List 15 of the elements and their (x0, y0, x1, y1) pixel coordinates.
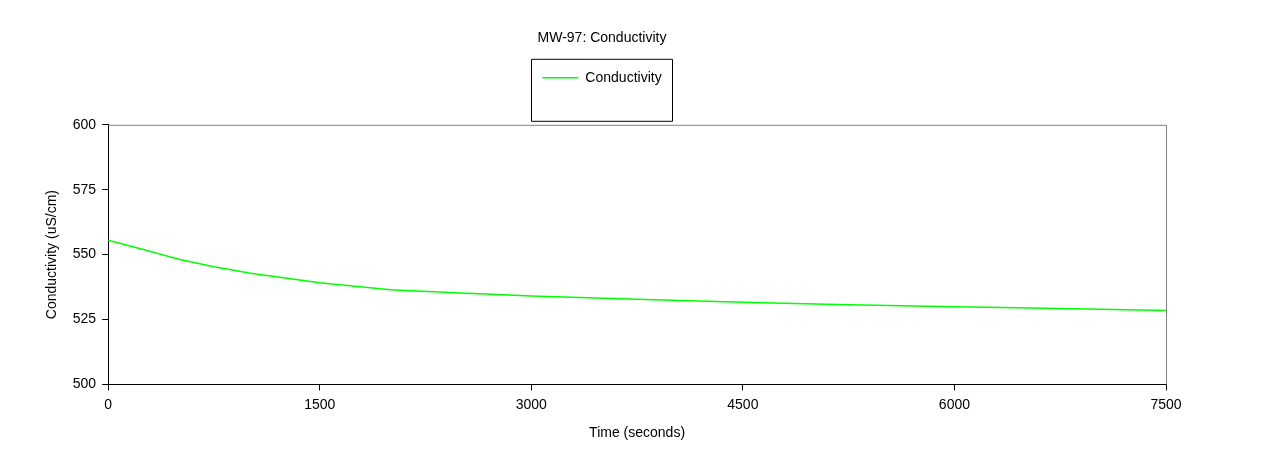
y-tick-label: 600 (72, 115, 97, 132)
x-tick-label: 3000 (515, 395, 548, 412)
chart-title: MW-97: Conductivity (537, 29, 667, 46)
x-axis-title: Time (seconds) (589, 424, 686, 441)
y-axis-title: Conductivity (uS/cm) (43, 190, 60, 320)
y-tick-label: 550 (72, 245, 97, 262)
x-tick-label: 7500 (1150, 395, 1182, 412)
legend-label: Conductivity (585, 68, 662, 85)
x-tick-label: 1500 (304, 395, 336, 412)
y-tick-label: 500 (72, 375, 97, 392)
y-tick-label: 525 (72, 310, 97, 327)
x-tick-label: 0 (104, 395, 113, 412)
y-tick-label: 575 (72, 180, 97, 197)
x-tick-label: 4500 (727, 395, 759, 412)
x-tick-label: 6000 (938, 395, 971, 412)
